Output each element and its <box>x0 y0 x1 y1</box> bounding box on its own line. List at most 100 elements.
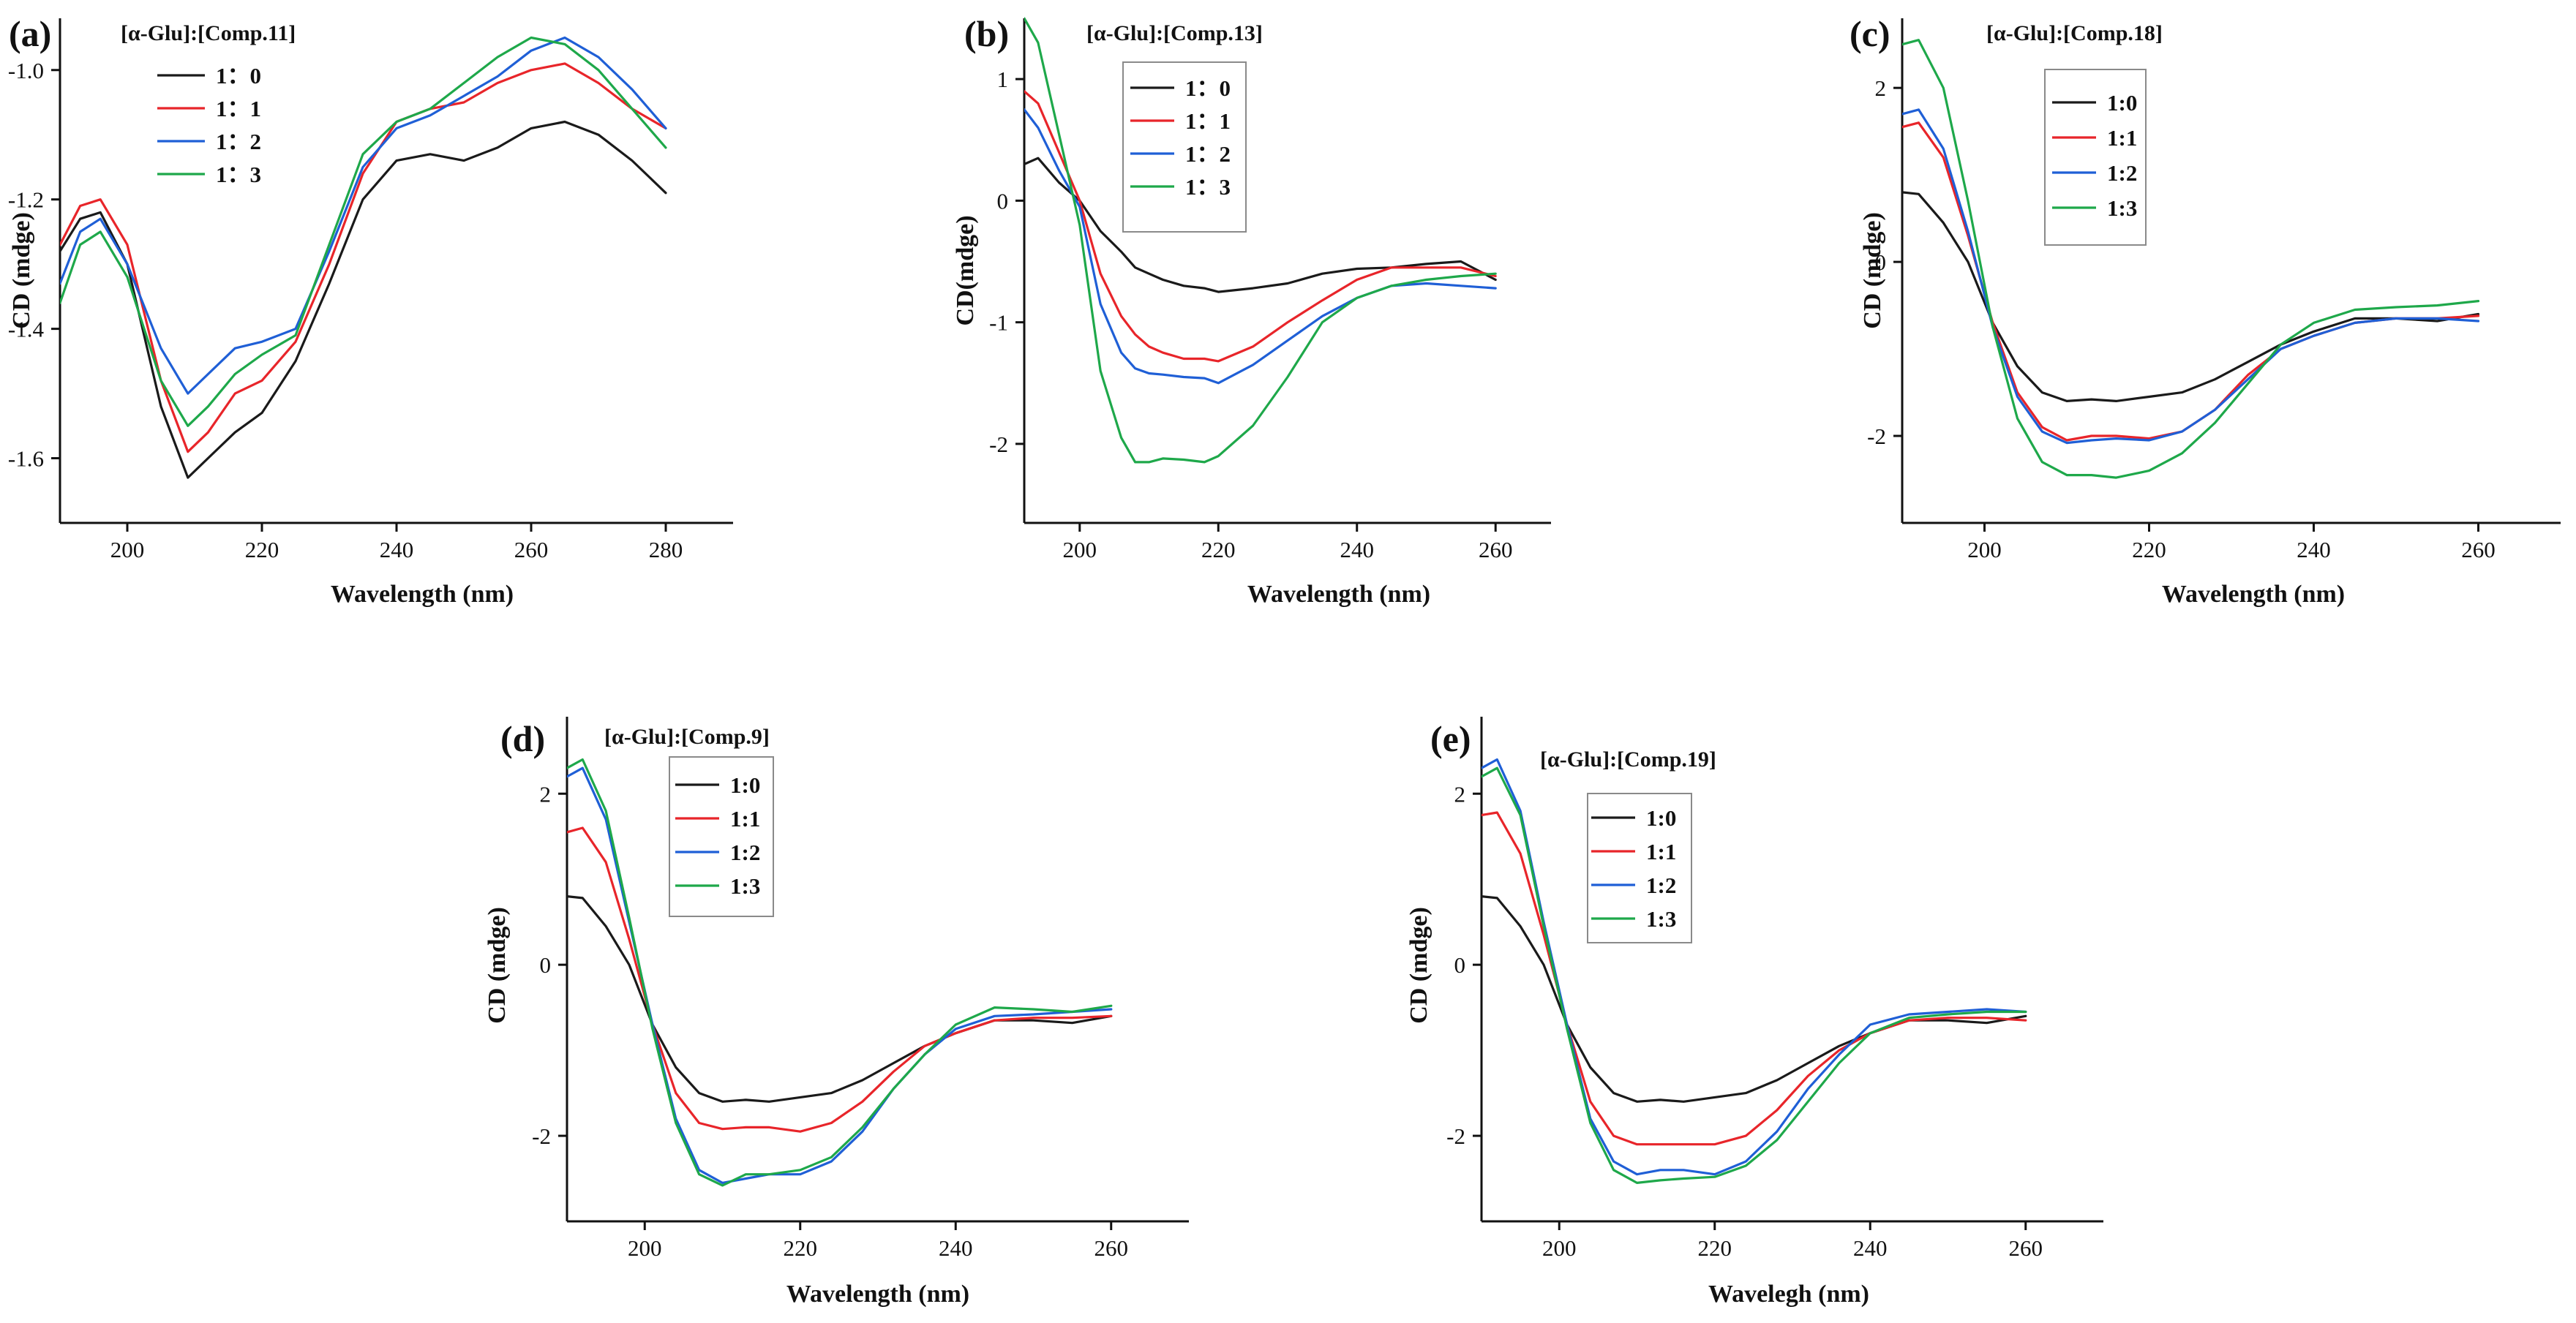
y-tick-label: -1.0 <box>8 58 44 83</box>
series-line-1-0 <box>1482 894 2027 1103</box>
x-tick-label: 200 <box>628 1235 662 1261</box>
legend-entry-label: 1:1 <box>1646 839 1676 864</box>
x-axis-title: Wavelegh (nm) <box>1708 1281 1869 1308</box>
legend-entry-label: 1：2 <box>1185 141 1231 167</box>
series-line-1-1 <box>567 826 1113 1133</box>
y-tick-label: 0 <box>540 952 552 978</box>
x-tick-label: 200 <box>1542 1235 1577 1261</box>
legend-entry-label: 1：1 <box>1185 108 1231 134</box>
x-tick-label: 220 <box>784 1235 818 1261</box>
series-line-1-3 <box>1024 17 1497 464</box>
legend-entry-label: 1:2 <box>1646 872 1676 898</box>
chart-panel-c: (c) 200 220 240 260 -2 0 2 Wavelength (nm) CD (md… <box>1850 13 2561 608</box>
y-tick-label: -2 <box>532 1123 551 1149</box>
series-line-1-1 <box>60 62 667 453</box>
legend-title: [α-Glu]:[Comp.13] <box>1086 21 1263 45</box>
chart-panel-a: (a) 200 220 240 260 280 -1.6 -1.4 -1.2 -1.0 Wavele… <box>8 13 733 608</box>
panel-label: (c) <box>1850 13 1890 54</box>
legend: [α-Glu]:[Comp.18] 1:0 1:1 1:2 1:3 <box>1986 21 2163 246</box>
legend-title: [α-Glu]:[Comp.19] <box>1540 747 1716 772</box>
legend-entry-label: 1:0 <box>730 772 760 798</box>
x-tick-label: 260 <box>2009 1235 2043 1261</box>
chart-panel-b: (b) 200 220 240 260 -2 -1 0 1 Wavelength (nm) CD(m… <box>952 13 1551 608</box>
series-line-1-1 <box>1482 811 2027 1146</box>
x-axis-title: Wavelength (nm) <box>1247 581 1430 608</box>
legend-entry-label: 1:2 <box>730 840 760 865</box>
legend-entry-label: 1：0 <box>1185 75 1231 101</box>
series-line-1-1 <box>1902 121 2480 442</box>
legend-entry-label: 1:1 <box>2107 125 2137 151</box>
x-tick-label: 280 <box>649 537 683 562</box>
legend-box <box>669 756 774 917</box>
legend-entry-label: 1:3 <box>730 873 760 899</box>
y-axis-title: CD (mdge) <box>484 907 511 1024</box>
panel-label: (a) <box>9 13 51 54</box>
x-tick-label: 240 <box>1853 1235 1888 1261</box>
legend-box <box>1122 61 1247 233</box>
x-tick-label: 200 <box>1967 537 2002 562</box>
legend: [α-Glu]:[Comp.11] 1：0 1：1 1：2 1：3 <box>121 21 296 187</box>
legend-entry-label: 1:3 <box>2107 195 2137 221</box>
x-tick-label: 200 <box>1063 537 1097 562</box>
legend-entry-label: 1：1 <box>216 96 261 121</box>
series-line-1-1 <box>1024 90 1497 363</box>
x-tick-label: 200 <box>110 537 145 562</box>
y-tick-label: -2 <box>1446 1123 1465 1149</box>
x-tick-label: 240 <box>1340 537 1374 562</box>
y-tick-label: -1 <box>989 310 1008 336</box>
y-axis-title: CD (mdge) <box>1405 907 1432 1024</box>
series-line-1-2 <box>567 766 1113 1185</box>
legend-box <box>2044 69 2147 246</box>
y-axis-title: CD (mdge) <box>1859 212 1886 329</box>
x-tick-label: 240 <box>2297 537 2331 562</box>
legend-title: [α-Glu]:[Comp.9] <box>604 725 770 749</box>
y-axis-title: CD(mdge) <box>952 215 979 325</box>
panel-label: (b) <box>964 13 1009 54</box>
x-tick-label: 260 <box>2461 537 2496 562</box>
x-axis-title: Wavelength (nm) <box>331 581 514 608</box>
legend-entry-label: 1:0 <box>1646 805 1676 831</box>
y-tick-label: -2 <box>1867 423 1886 449</box>
series-line-1-0 <box>1024 157 1497 293</box>
legend-title: [α-Glu]:[Comp.18] <box>1986 21 2163 45</box>
legend-entry-label: 1：0 <box>216 63 261 88</box>
y-tick-label: 0 <box>997 188 1009 214</box>
legend-entry-label: 1:0 <box>2107 90 2137 116</box>
y-tick-label: -2 <box>989 431 1008 457</box>
y-tick-label: -1.4 <box>8 317 45 342</box>
x-axis-title: Wavelength (nm) <box>2162 581 2345 608</box>
legend: [α-Glu]:[Comp.13] 1：0 1：1 1：2 1：3 <box>1086 21 1263 233</box>
x-tick-label: 260 <box>1479 537 1513 562</box>
chart-panel-d: (d) 200 220 240 260 -2 0 2 Wavelength (nm) CD (md… <box>484 717 1189 1308</box>
series-line-1-3 <box>567 758 1113 1187</box>
x-axis-title: Wavelength (nm) <box>786 1281 969 1308</box>
series-line-1-0 <box>567 894 1113 1103</box>
y-tick-label: 1 <box>997 67 1009 92</box>
x-tick-label: 260 <box>514 537 549 562</box>
series-line-1-0 <box>1902 191 2480 403</box>
legend-entry-label: 1：3 <box>216 162 261 187</box>
legend: [α-Glu]:[Comp.19] 1:0 1:1 1:2 1:3 <box>1540 747 1716 943</box>
series-line-1-3 <box>60 36 667 427</box>
y-tick-label: -1.6 <box>8 446 44 472</box>
y-tick-label: 2 <box>540 781 552 807</box>
legend-entry-label: 1:2 <box>2107 160 2137 186</box>
x-tick-label: 220 <box>2132 537 2166 562</box>
legend-entry-label: 1:1 <box>730 806 760 832</box>
x-tick-label: 220 <box>1698 1235 1732 1261</box>
x-tick-label: 220 <box>1201 537 1236 562</box>
y-tick-label: 0 <box>1875 249 1887 275</box>
legend-entry-label: 1：3 <box>1185 174 1231 200</box>
x-tick-label: 240 <box>939 1235 973 1261</box>
y-tick-label: 0 <box>1454 952 1466 978</box>
series-line-1-3 <box>1482 766 2027 1185</box>
legend: [α-Glu]:[Comp.9] 1:0 1:1 1:2 1:3 <box>604 725 774 917</box>
panel-label: (e) <box>1430 718 1471 759</box>
series-line-1-3 <box>1902 39 2480 479</box>
series-line-1-2 <box>1482 758 2027 1176</box>
legend-entry-label: 1：2 <box>216 129 261 154</box>
y-tick-label: 2 <box>1454 781 1466 807</box>
legend-entry-label: 1:3 <box>1646 906 1676 932</box>
chart-panel-e: (e) 200 220 240 260 -2 0 2 Wavelegh (nm) CD (mdge… <box>1405 717 2103 1308</box>
